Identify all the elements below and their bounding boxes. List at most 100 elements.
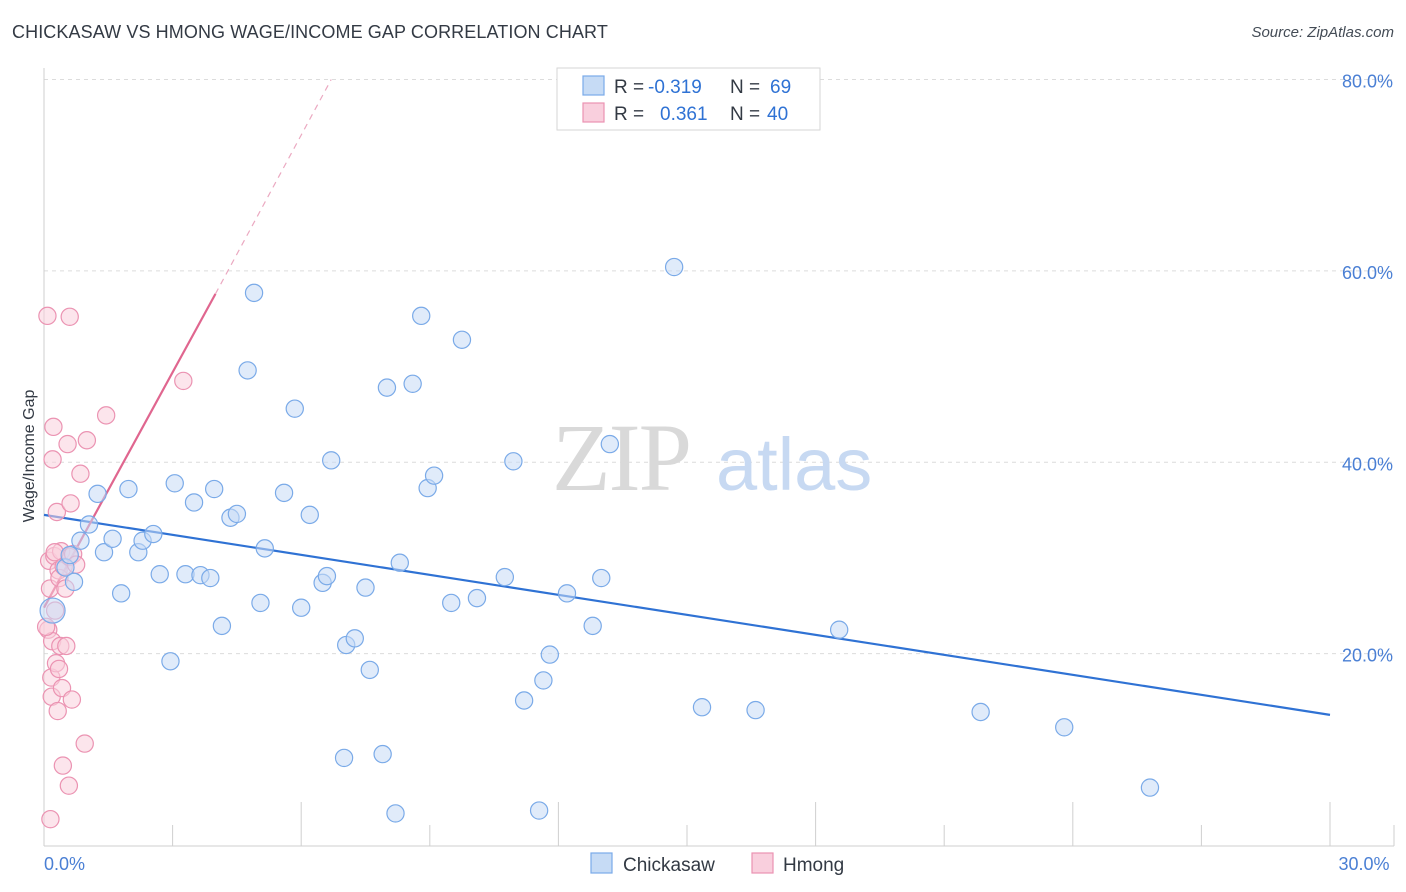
data-point-chickasaw: [664, 257, 684, 277]
data-point-chickasaw: [390, 553, 409, 572]
stats-legend: R = -0.319 N = 69 R = 0.361 N = 40: [556, 67, 821, 131]
data-point-chickasaw: [204, 479, 224, 499]
legend-r-label-hmong: R =: [614, 104, 644, 125]
data-point-hmong: [45, 542, 64, 562]
data-point-chickasaw: [103, 529, 122, 549]
data-point-hmong: [96, 406, 116, 425]
data-point-chickasaw: [184, 493, 204, 512]
data-point-chickasaw: [150, 565, 169, 584]
legend-swatch-hmong: [582, 102, 605, 123]
data-point-hmong: [38, 306, 57, 326]
data-point-chickasaw: [300, 505, 319, 525]
data-point-chickasaw: [356, 578, 375, 597]
data-point-chickasaw: [165, 474, 184, 493]
data-point-chickasaw: [119, 479, 138, 499]
bottom-legend-swatch-chickasaw: [590, 852, 613, 874]
data-point-chickasaw: [442, 593, 461, 613]
data-point-chickasaw: [212, 616, 232, 636]
data-point-chickasaw: [292, 598, 311, 617]
data-point-chickasaw: [317, 566, 337, 586]
data-point-hmong: [60, 307, 79, 327]
source-label: Source: ZipAtlas.com: [1251, 24, 1394, 41]
data-point-chickasaw: [514, 691, 534, 710]
watermark-zip: ZIP: [552, 404, 690, 511]
y-tick-label: 80.0%: [1342, 72, 1393, 92]
data-point-hmong: [61, 494, 80, 513]
data-point-hmong: [75, 734, 94, 753]
data-point-chickasaw: [39, 597, 66, 624]
watermark-atlas: atlas: [716, 423, 872, 506]
data-point-chickasaw: [424, 466, 444, 485]
data-point-chickasaw: [386, 804, 405, 823]
legend-n-label-hmong: N =: [730, 104, 760, 125]
data-point-chickasaw: [412, 306, 431, 326]
series-legend: Chickasaw Hmong: [590, 852, 844, 876]
data-point-hmong: [62, 690, 82, 709]
data-point-chickasaw: [334, 748, 354, 768]
bottom-legend-label-hmong: Hmong: [783, 855, 844, 876]
data-point-chickasaw: [60, 545, 79, 565]
data-point-chickasaw: [360, 660, 379, 680]
data-point-chickasaw: [592, 568, 611, 588]
data-point-chickasaw: [64, 572, 84, 592]
data-point-chickasaw: [79, 515, 99, 534]
data-point-chickasaw: [692, 698, 712, 717]
data-point-chickasaw: [540, 645, 560, 664]
data-point-hmong: [41, 809, 60, 829]
data-point-chickasaw: [94, 542, 114, 562]
data-point-chickasaw: [467, 588, 487, 608]
data-point-hmong: [174, 371, 193, 391]
data-point-chickasaw: [161, 652, 180, 671]
data-point-chickasaw: [495, 567, 515, 587]
data-point-hmong: [77, 431, 97, 450]
x-tick-label: 0.0%: [44, 854, 85, 874]
data-point-chickasaw: [201, 568, 220, 588]
y-tick-label: 60.0%: [1342, 263, 1393, 283]
data-point-chickasaw: [452, 330, 472, 349]
x-tick-label: 30.0%: [1338, 854, 1389, 874]
bottom-legend-swatch-hmong: [751, 852, 774, 874]
watermark: ZIP atlas: [552, 404, 872, 511]
y-tick-label: 40.0%: [1342, 454, 1393, 474]
data-point-hmong: [43, 450, 62, 469]
legend-n-value-chickasaw: 69: [770, 77, 791, 98]
legend-r-label-chickasaw: R =: [614, 77, 644, 98]
trend-line-chickasaw: [43, 513, 1331, 716]
data-point-chickasaw: [144, 524, 163, 544]
data-point-hmong: [57, 636, 76, 656]
data-point-hmong: [47, 502, 67, 522]
data-point-hmong: [48, 701, 67, 721]
data-point-hmong: [71, 464, 90, 483]
data-point-chickasaw: [111, 584, 131, 603]
data-point-chickasaw: [251, 593, 270, 613]
data-point-hmong: [44, 417, 63, 437]
data-point-chickasaw: [285, 399, 304, 418]
data-point-chickasaw: [322, 451, 341, 470]
legend-r-value-hmong: 0.361: [660, 104, 708, 125]
data-point-chickasaw: [557, 584, 577, 603]
data-point-chickasaw: [746, 700, 765, 720]
data-point-hmong: [49, 659, 69, 679]
data-points: [36, 257, 1160, 829]
data-point-chickasaw: [403, 374, 422, 393]
data-point-chickasaw: [971, 702, 990, 722]
data-point-chickasaw: [377, 378, 397, 397]
legend-swatch-chickasaw: [582, 75, 605, 96]
data-point-hmong: [53, 756, 73, 775]
data-point-chickasaw: [534, 671, 553, 690]
y-axis-label: Wage/Income Gap: [21, 390, 38, 523]
data-point-chickasaw: [345, 629, 364, 648]
legend-n-label-chickasaw: N =: [730, 77, 760, 98]
legend-r-value-chickasaw: -0.319: [648, 77, 702, 98]
y-tick-label: 20.0%: [1342, 646, 1393, 666]
data-point-chickasaw: [829, 620, 849, 639]
data-point-hmong: [58, 434, 77, 454]
data-point-chickasaw: [529, 801, 549, 820]
data-point-chickasaw: [238, 361, 257, 380]
data-point-chickasaw: [71, 531, 90, 550]
data-point-chickasaw: [227, 504, 247, 524]
data-point-chickasaw: [88, 484, 107, 504]
data-point-chickasaw: [583, 616, 602, 636]
data-point-chickasaw: [1055, 718, 1074, 737]
